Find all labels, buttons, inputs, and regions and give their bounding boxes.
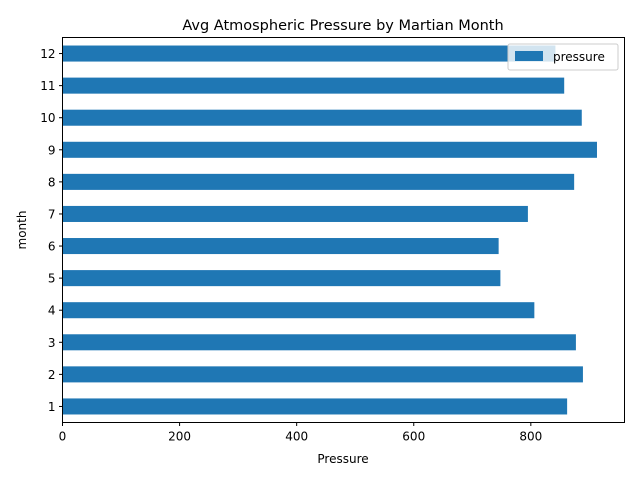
y-tick-label: 12 bbox=[40, 47, 55, 61]
x-tick-label: 800 bbox=[519, 430, 542, 444]
bars-layer bbox=[62, 45, 597, 415]
y-tick-label: 3 bbox=[48, 336, 56, 350]
bar-month-6 bbox=[62, 238, 499, 255]
bar-month-8 bbox=[62, 173, 575, 190]
chart-title: Avg Atmospheric Pressure by Martian Mont… bbox=[182, 18, 503, 34]
bar-month-2 bbox=[62, 366, 583, 383]
bar-month-7 bbox=[62, 205, 528, 222]
bar-month-9 bbox=[62, 141, 597, 158]
x-tick-label: 400 bbox=[285, 430, 308, 444]
bar-month-3 bbox=[62, 334, 576, 351]
y-tick-label: 2 bbox=[48, 368, 56, 382]
legend: pressure bbox=[507, 43, 619, 71]
y-tick-label: 11 bbox=[40, 79, 55, 93]
y-tick-label: 9 bbox=[48, 143, 56, 157]
y-tick-label: 10 bbox=[40, 111, 55, 125]
x-tick-label: 0 bbox=[59, 430, 67, 444]
bar-month-4 bbox=[62, 302, 535, 319]
y-tick-label: 1 bbox=[48, 400, 56, 414]
y-tick-label: 6 bbox=[48, 240, 56, 254]
bar-month-12 bbox=[62, 45, 556, 62]
legend-swatch bbox=[515, 51, 543, 61]
bar-month-1 bbox=[62, 398, 568, 415]
legend-label: pressure bbox=[553, 50, 605, 64]
plot-frame bbox=[62, 37, 625, 423]
x-tick-label: 200 bbox=[168, 430, 191, 444]
y-axis-label: month bbox=[15, 211, 29, 250]
y-tick-label: 7 bbox=[48, 207, 56, 221]
x-axis-label: Pressure bbox=[317, 452, 368, 466]
legend-box bbox=[507, 43, 619, 71]
y-tick-label: 8 bbox=[48, 175, 56, 189]
y-tick-label: 5 bbox=[48, 272, 56, 286]
bar-month-5 bbox=[62, 270, 501, 287]
x-tick-label: 600 bbox=[402, 430, 425, 444]
bar-month-10 bbox=[62, 109, 582, 126]
y-tick-label: 4 bbox=[48, 304, 56, 318]
bar-month-11 bbox=[62, 77, 565, 94]
